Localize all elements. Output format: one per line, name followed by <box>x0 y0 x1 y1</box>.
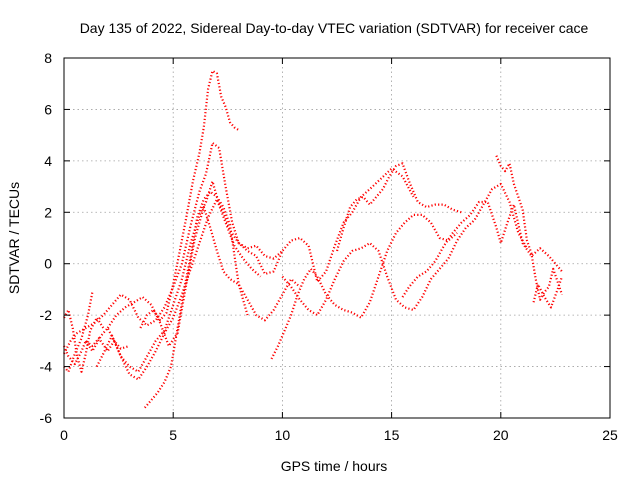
x-tick-label: 0 <box>60 427 68 443</box>
series-arc-8 <box>139 69 240 329</box>
plot-frame <box>63 57 611 419</box>
data-layer <box>62 69 564 409</box>
series-arc-5 <box>84 167 415 373</box>
chart-title: Day 135 of 2022, Sidereal Day-to-day VTE… <box>80 20 589 36</box>
ticks: 0 5 10 15 20 25 -6 -4 -2 0 2 4 6 8 <box>40 50 618 443</box>
x-tick-label: 20 <box>493 427 509 443</box>
series-arc-6 <box>95 198 262 381</box>
series-arc-2 <box>63 308 105 373</box>
series-arc-13 <box>401 200 563 298</box>
y-tick-label: 6 <box>44 101 52 117</box>
series-arc-9 <box>143 190 249 409</box>
y-tick-label: -2 <box>40 307 53 323</box>
series-arc-7 <box>106 206 301 348</box>
series-arc-14 <box>495 155 564 301</box>
y-tick-label: -4 <box>40 359 53 375</box>
series-arc-15 <box>532 276 564 309</box>
y-tick-label: 0 <box>44 256 52 272</box>
x-axis-label: GPS time / hours <box>281 458 388 474</box>
x-tick-label: 25 <box>602 427 618 443</box>
y-tick-label: 4 <box>44 153 52 169</box>
x-tick-label: 15 <box>384 427 400 443</box>
y-tick-label: 2 <box>44 204 52 220</box>
y-axis-label: SDTVAR / TECUs <box>6 182 22 294</box>
y-tick-label: 8 <box>44 50 52 66</box>
series-arc-11 <box>281 182 528 317</box>
series-arc-3 <box>63 291 94 373</box>
x-tick-label: 5 <box>169 427 177 443</box>
x-tick-label: 10 <box>275 427 291 443</box>
series-arc-10 <box>270 213 458 360</box>
series-arc-12 <box>335 162 462 252</box>
grid <box>64 58 610 418</box>
y-tick-label: -6 <box>40 410 53 426</box>
